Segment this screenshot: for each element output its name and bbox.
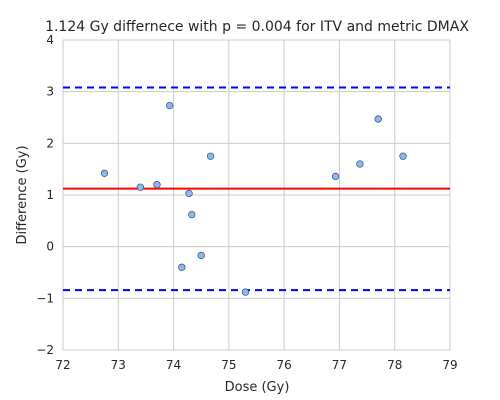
data-points (101, 102, 406, 295)
x-tick-label: 73 (111, 358, 126, 372)
x-tick-label: 75 (221, 358, 236, 372)
y-axis-label: Difference (Gy) (15, 145, 30, 244)
x-tick-labels: 72 73 74 75 76 77 78 79 (55, 358, 457, 372)
x-tick-label: 72 (55, 358, 70, 372)
x-tick-label: 79 (442, 358, 457, 372)
data-point (137, 184, 144, 191)
data-point (332, 173, 339, 180)
data-point (189, 211, 196, 218)
data-point (198, 252, 205, 259)
data-point (101, 170, 108, 177)
data-point (166, 102, 173, 109)
y-tick-label: 2 (46, 136, 54, 150)
grid (63, 40, 450, 350)
chart-title: 1.124 Gy differnece with p = 0.004 for I… (45, 19, 469, 35)
x-tick-label: 77 (332, 358, 347, 372)
y-tick-label: −2 (36, 343, 54, 357)
data-point (186, 190, 193, 197)
x-axis-label: Dose (Gy) (225, 380, 290, 395)
data-point (357, 161, 364, 168)
y-tick-label: 3 (46, 85, 54, 99)
x-tick-label: 74 (166, 358, 181, 372)
data-point (179, 264, 186, 271)
data-point (207, 153, 214, 160)
data-point (375, 116, 382, 123)
data-point (400, 153, 407, 160)
x-tick-label: 76 (277, 358, 292, 372)
data-point (154, 181, 161, 188)
y-tick-label: 1 (46, 188, 54, 202)
y-tick-label: 4 (46, 33, 54, 47)
x-tick-label: 78 (387, 358, 402, 372)
data-point (242, 289, 249, 296)
y-tick-labels: −2 −1 0 1 2 3 4 (36, 33, 54, 357)
y-tick-label: 0 (46, 240, 54, 254)
reference-lines (63, 88, 450, 291)
y-tick-label: −1 (36, 291, 54, 305)
